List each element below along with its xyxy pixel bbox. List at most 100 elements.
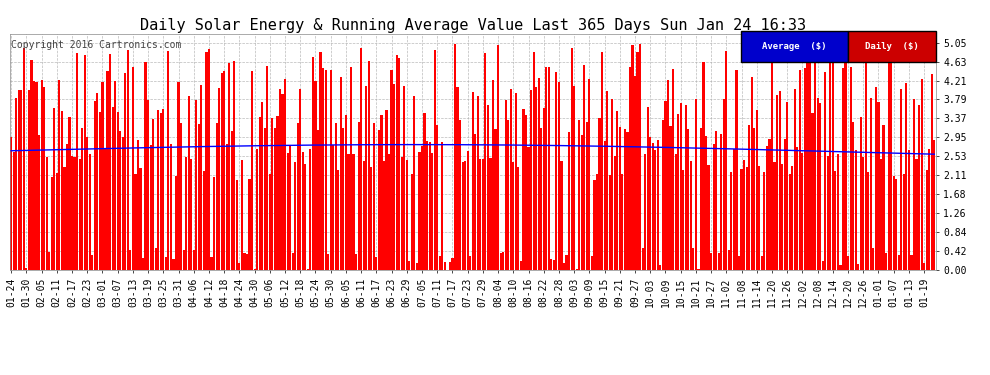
Bar <box>256 149 258 270</box>
Bar <box>477 96 479 270</box>
Bar <box>261 102 263 270</box>
Bar <box>786 102 788 270</box>
Bar <box>685 105 687 270</box>
Bar <box>218 88 220 270</box>
Bar <box>644 154 646 270</box>
Bar <box>349 67 352 270</box>
Bar <box>667 80 669 270</box>
Bar <box>900 88 903 270</box>
Bar <box>89 154 91 270</box>
Bar <box>758 165 760 270</box>
Bar <box>193 251 195 270</box>
Bar <box>279 89 281 270</box>
Bar <box>604 141 606 270</box>
Bar <box>464 161 466 270</box>
Bar <box>426 141 428 270</box>
Bar <box>923 263 926 270</box>
Bar <box>926 170 928 270</box>
Bar <box>383 161 385 270</box>
Bar <box>890 51 892 270</box>
Bar <box>507 120 509 270</box>
Bar <box>801 153 804 270</box>
Bar <box>637 52 639 270</box>
Bar <box>469 256 471 270</box>
Bar <box>700 128 702 270</box>
Bar <box>294 162 296 270</box>
Bar <box>523 109 525 270</box>
Bar <box>154 248 156 270</box>
Bar <box>827 156 829 270</box>
Bar <box>167 51 169 270</box>
Bar <box>632 45 634 270</box>
Bar <box>898 255 900 270</box>
Bar <box>149 146 151 270</box>
Bar <box>55 173 57 270</box>
Bar <box>807 50 809 270</box>
Bar <box>629 67 631 270</box>
Bar <box>750 77 752 270</box>
Bar <box>525 115 527 270</box>
Bar <box>533 52 535 270</box>
Bar <box>520 261 522 270</box>
Bar <box>510 88 512 270</box>
Bar <box>10 136 12 270</box>
Bar <box>921 79 923 270</box>
Bar <box>837 154 839 270</box>
Bar <box>627 132 629 270</box>
Bar <box>104 149 106 270</box>
Bar <box>200 85 202 270</box>
Bar <box>148 100 149 270</box>
Bar <box>94 101 96 270</box>
Bar <box>373 123 375 270</box>
Bar <box>338 170 340 270</box>
Bar <box>755 110 757 270</box>
Bar <box>33 81 35 270</box>
Bar <box>236 180 238 270</box>
Bar <box>609 175 611 270</box>
Bar <box>832 55 834 270</box>
Bar <box>530 90 533 270</box>
Bar <box>639 44 642 270</box>
Bar <box>424 113 426 270</box>
Bar <box>931 74 933 270</box>
Bar <box>246 254 248 270</box>
Bar <box>862 158 864 270</box>
Bar <box>489 158 492 270</box>
Bar <box>68 117 70 270</box>
Bar <box>753 128 755 270</box>
Bar <box>109 54 111 270</box>
Bar <box>453 44 456 270</box>
Bar <box>773 162 775 270</box>
Bar <box>484 53 486 270</box>
Bar <box>419 152 421 270</box>
Bar <box>396 55 398 270</box>
Bar <box>875 87 877 270</box>
Bar <box>325 70 327 270</box>
Bar <box>565 255 567 270</box>
Bar <box>365 86 367 270</box>
Bar <box>695 99 697 270</box>
Bar <box>135 174 137 270</box>
Bar <box>177 82 179 270</box>
Bar <box>378 130 380 270</box>
Bar <box>211 257 213 270</box>
Bar <box>849 67 851 270</box>
Bar <box>555 72 557 270</box>
Bar <box>352 154 354 270</box>
Bar <box>41 80 43 270</box>
Bar <box>651 144 653 270</box>
Bar <box>492 80 494 270</box>
Bar <box>598 118 601 270</box>
Bar <box>781 164 783 270</box>
Bar <box>799 70 801 270</box>
Bar <box>649 137 651 270</box>
Bar <box>185 158 187 270</box>
Bar <box>164 257 167 270</box>
Bar <box>50 177 52 270</box>
Bar <box>575 268 578 270</box>
Bar <box>731 171 733 270</box>
Bar <box>471 92 474 270</box>
Bar <box>505 100 507 270</box>
Bar <box>15 98 17 270</box>
Bar <box>263 128 266 270</box>
